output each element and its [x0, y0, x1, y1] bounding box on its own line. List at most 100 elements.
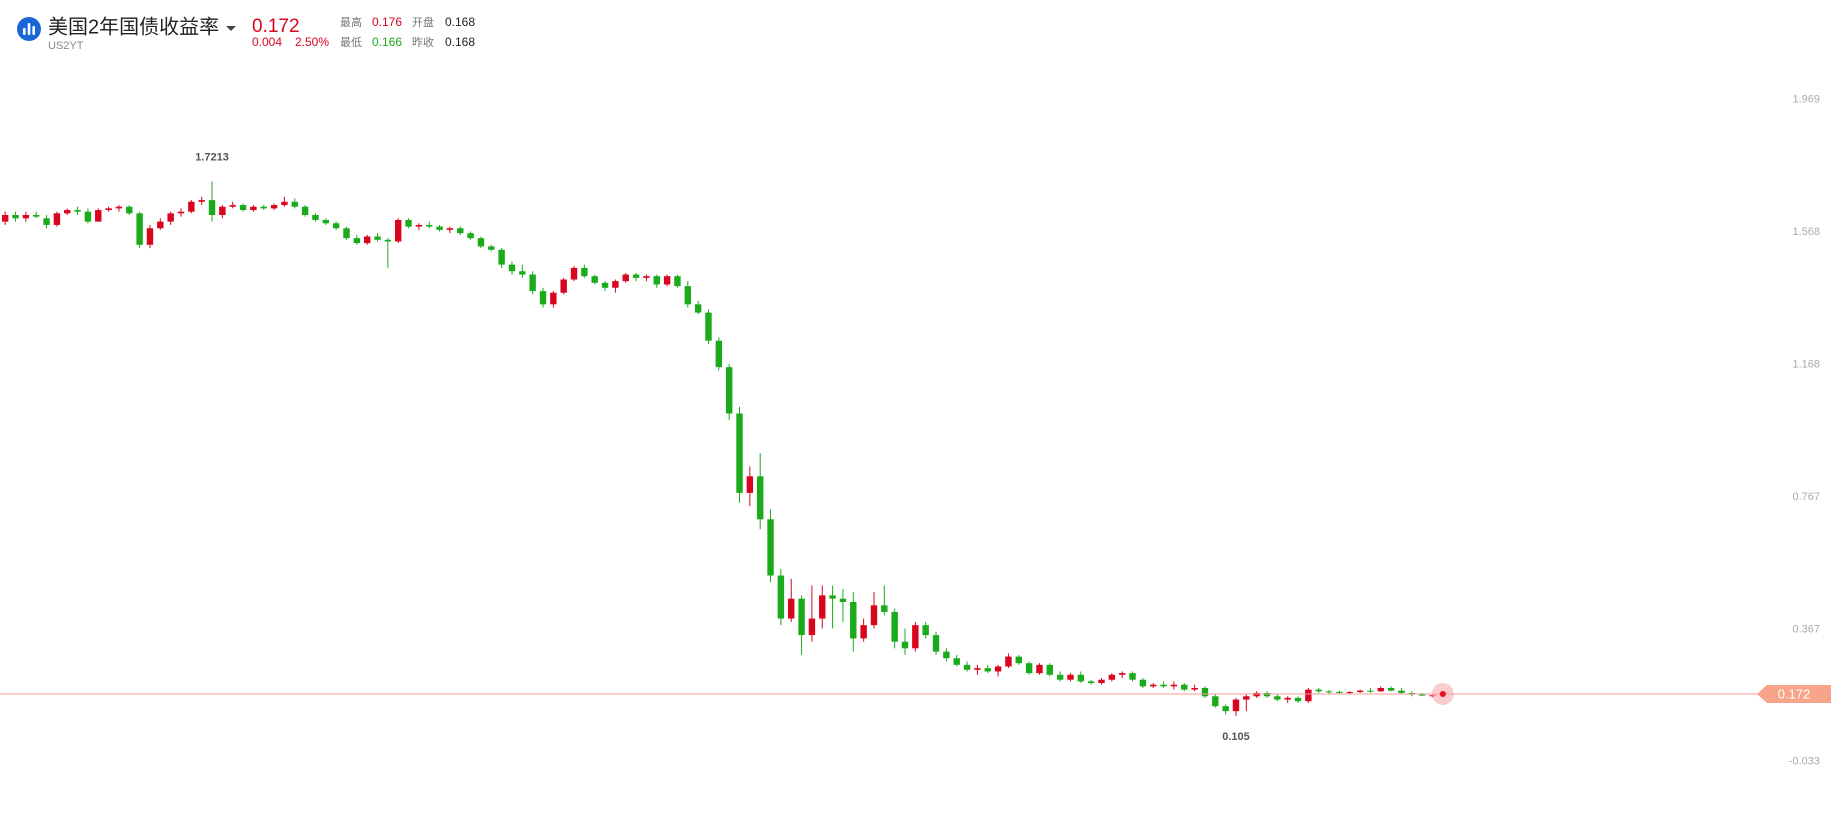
candle-body	[663, 276, 671, 285]
y-tick-label: 0.767	[1792, 491, 1820, 503]
candle-body	[198, 200, 205, 202]
candle-body	[870, 605, 878, 626]
candle-body	[777, 575, 785, 619]
candle-body	[519, 271, 526, 275]
candle-body	[1356, 690, 1364, 692]
candle-body	[684, 286, 692, 305]
candle-body	[1222, 706, 1229, 712]
pulse-dot	[1439, 690, 1446, 697]
candle-body	[1305, 689, 1312, 702]
candle-body	[291, 201, 298, 207]
logo-bar	[23, 28, 26, 35]
candle-body	[891, 611, 898, 642]
candle-body	[32, 215, 40, 217]
min-annotation: 0.105	[1222, 731, 1250, 743]
candle-body	[394, 219, 402, 242]
prev-close-label: 昨收	[412, 35, 434, 49]
candle-body	[1150, 684, 1157, 687]
candle-body	[1056, 674, 1064, 680]
symbol: US2YT	[48, 40, 84, 52]
price: 0.172	[252, 16, 300, 37]
candle-body	[1067, 674, 1074, 680]
candle-body	[1087, 681, 1095, 684]
candle-body	[1243, 696, 1250, 700]
candle-body	[1046, 664, 1054, 675]
candle-body	[384, 239, 392, 242]
candle-body	[1336, 691, 1343, 693]
logo-bar	[27, 23, 31, 35]
candle-body	[860, 625, 867, 639]
candle-body	[332, 223, 340, 229]
candle-body	[301, 206, 309, 215]
candle-body	[1387, 688, 1395, 691]
candle-body	[705, 312, 712, 341]
candle-body	[581, 267, 588, 277]
candle-body	[798, 598, 805, 636]
candle-body	[1108, 674, 1116, 680]
day-low: 0.166	[372, 35, 402, 49]
candle-body	[901, 641, 909, 649]
candle-body	[1294, 697, 1302, 702]
candle-body	[560, 279, 567, 293]
candle-body	[426, 224, 433, 227]
candle-body	[932, 635, 940, 652]
y-tick-label: 0.367	[1792, 623, 1820, 635]
candle-body	[74, 210, 81, 212]
candle-body	[1377, 688, 1384, 692]
candle-body	[281, 201, 288, 206]
candle-body	[612, 281, 619, 288]
candle-body	[374, 236, 381, 240]
candle-body	[229, 205, 236, 207]
candle-body	[1015, 656, 1022, 664]
title[interactable]: 美国2年国债收益率	[48, 15, 219, 38]
candle-body	[322, 219, 330, 224]
candle-body	[1005, 656, 1012, 667]
candle-body	[1315, 689, 1322, 692]
candle-body	[250, 206, 257, 211]
candle-body	[539, 291, 547, 305]
y-tick-label: -0.033	[1789, 756, 1820, 768]
candle-body	[405, 219, 412, 227]
candle-body	[177, 211, 185, 214]
y-tick-label: 1.168	[1792, 358, 1820, 370]
candle-body	[105, 208, 112, 211]
change: 0.004	[252, 35, 282, 49]
candle-body	[1253, 692, 1260, 697]
y-tick-label: 1.568	[1792, 226, 1820, 238]
candle-body	[43, 218, 50, 225]
candle-body	[1170, 684, 1178, 687]
candle-body	[343, 228, 350, 239]
candle-body	[1263, 692, 1271, 697]
candle-body	[1212, 696, 1219, 707]
candle-body	[1025, 663, 1033, 674]
candle-body	[208, 200, 216, 215]
candle-body	[446, 228, 454, 230]
candle-body	[963, 664, 971, 670]
last-price-label: 0.172	[1778, 686, 1811, 701]
candle-body	[477, 238, 485, 247]
candle-body	[643, 276, 650, 278]
prev-close: 0.168	[445, 35, 475, 49]
candle-body	[1181, 684, 1188, 690]
candle-body	[984, 668, 991, 672]
candle-body	[239, 205, 247, 211]
candle-body	[550, 292, 557, 305]
candle-body	[850, 602, 857, 639]
candle-body	[1160, 684, 1167, 687]
candle-body	[1098, 679, 1105, 684]
candle-body	[363, 236, 371, 244]
candle-body	[488, 246, 495, 250]
candle-body	[22, 215, 30, 219]
candle-body	[1201, 688, 1209, 697]
candle-body	[1139, 679, 1147, 687]
candle-body	[270, 205, 278, 209]
candle-body	[922, 625, 929, 636]
dropdown-arrow[interactable]	[226, 26, 236, 31]
candle-body	[622, 274, 629, 282]
candle-body	[126, 206, 133, 214]
candle-body	[974, 668, 981, 670]
day-high: 0.176	[372, 15, 402, 29]
candle-body	[1284, 697, 1291, 700]
candle-body	[1036, 664, 1043, 674]
candle-body	[839, 598, 847, 602]
